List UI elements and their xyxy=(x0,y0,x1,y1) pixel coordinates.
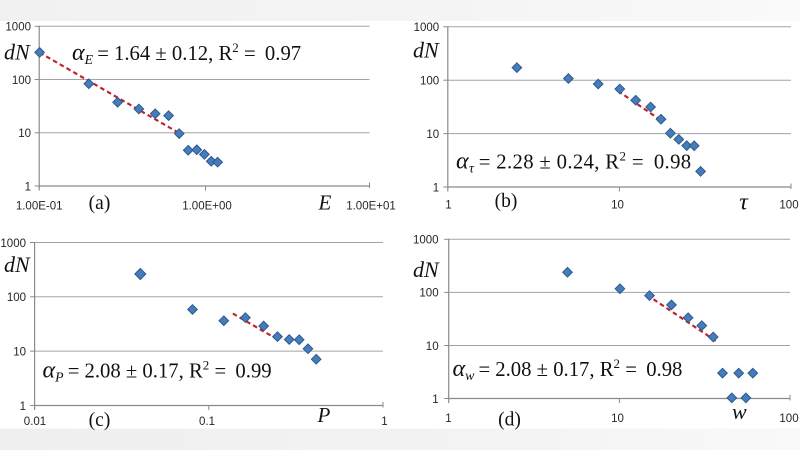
svg-text:100: 100 xyxy=(12,75,31,87)
svg-text:1: 1 xyxy=(432,394,438,406)
svg-text:1: 1 xyxy=(20,401,26,413)
svg-text:w: w xyxy=(732,399,747,424)
svg-text:ατ = 2.28 ± 0.24, R2 = 0.98: ατ = 2.28 ± 0.24, R2 = 0.98 xyxy=(456,149,691,176)
svg-text:αP = 2.08 ± 0.17, R2 = 0.99: αP = 2.08 ± 0.17, R2 = 0.99 xyxy=(43,358,272,385)
svg-text:10: 10 xyxy=(611,200,624,212)
svg-text:(b): (b) xyxy=(495,191,518,212)
svg-text:dN: dN xyxy=(413,257,440,282)
svg-text:1: 1 xyxy=(25,181,31,193)
svg-text:0.1: 0.1 xyxy=(199,416,215,428)
svg-text:100: 100 xyxy=(779,413,798,425)
svg-text:100: 100 xyxy=(419,288,438,300)
svg-text:10: 10 xyxy=(13,346,26,358)
svg-text:1.00E+00: 1.00E+00 xyxy=(182,201,232,213)
svg-text:αE = 1.64 ± 0.12, R2 = 0.97: αE = 1.64 ± 0.12, R2 = 0.97 xyxy=(72,40,301,67)
svg-text:100: 100 xyxy=(779,200,798,212)
svg-text:dN: dN xyxy=(4,252,31,277)
svg-text:τ: τ xyxy=(739,190,749,216)
svg-text:dN: dN xyxy=(413,38,440,63)
svg-text:10: 10 xyxy=(426,129,439,141)
svg-text:10: 10 xyxy=(611,413,624,425)
svg-text:1000: 1000 xyxy=(5,22,31,34)
svg-text:(a): (a) xyxy=(89,193,111,214)
svg-text:10: 10 xyxy=(426,341,439,353)
svg-text:dN: dN xyxy=(4,40,31,65)
svg-text:1000: 1000 xyxy=(413,235,439,247)
svg-text:1000: 1000 xyxy=(414,22,440,34)
svg-text:1000: 1000 xyxy=(0,238,26,250)
svg-text:10: 10 xyxy=(18,128,31,140)
svg-text:1: 1 xyxy=(445,200,451,212)
svg-text:(d): (d) xyxy=(498,410,521,431)
svg-text:1: 1 xyxy=(433,182,439,194)
svg-text:100: 100 xyxy=(420,76,439,88)
svg-text:1: 1 xyxy=(445,413,451,425)
svg-text:100: 100 xyxy=(7,292,26,304)
svg-text:αw = 2.08 ± 0.17, R2 = 0.98: αw = 2.08 ± 0.17, R2 = 0.98 xyxy=(453,356,683,383)
svg-text:1.00E+01: 1.00E+01 xyxy=(346,201,396,213)
svg-text:E: E xyxy=(318,191,332,215)
svg-text:P: P xyxy=(317,403,331,427)
svg-text:1: 1 xyxy=(381,416,387,428)
svg-text:(c): (c) xyxy=(89,410,111,431)
svg-text:0.01: 0.01 xyxy=(24,416,46,428)
svg-text:1.00E-01: 1.00E-01 xyxy=(16,201,63,213)
